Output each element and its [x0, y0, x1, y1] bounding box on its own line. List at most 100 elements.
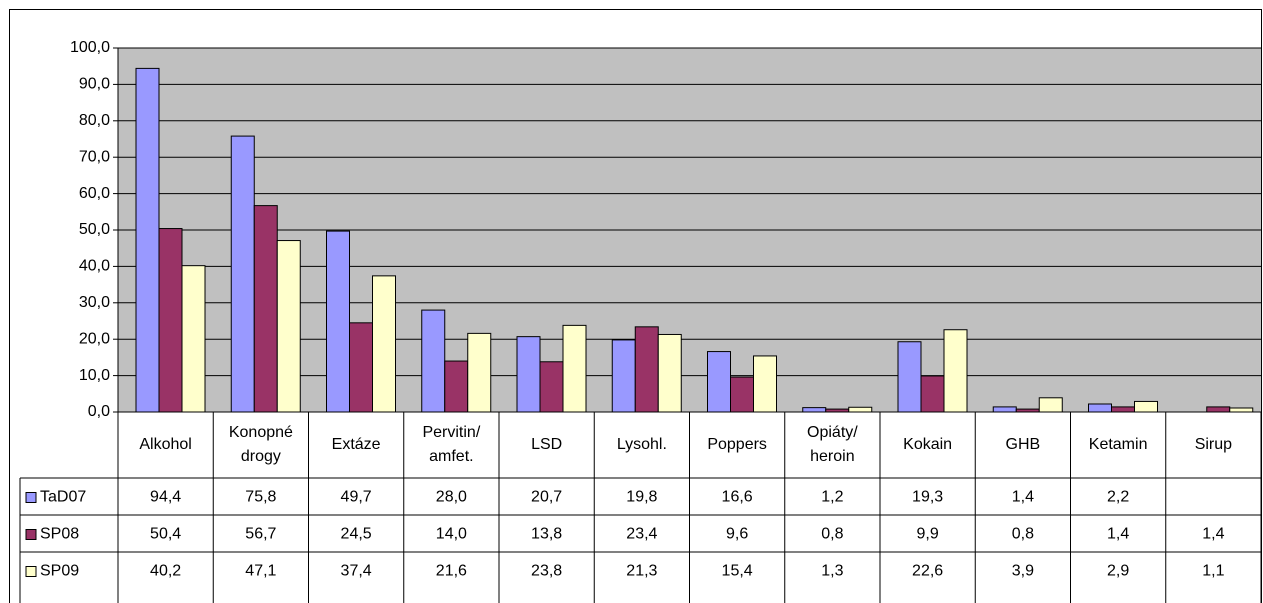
bar [158, 228, 183, 413]
table-value: 23,8 [531, 563, 562, 580]
table-value: 75,8 [245, 489, 276, 506]
category-label-box: Alkohol [118, 412, 213, 478]
category-label-box: Pervitin/ amfet. [404, 412, 499, 478]
table-value: 0,8 [821, 526, 843, 543]
category-label-box: Lysohl. [594, 412, 689, 478]
table-value: 13,8 [531, 526, 562, 543]
table-value: 20,7 [531, 489, 562, 506]
bar [611, 339, 636, 413]
y-tick-label: 50,0 [79, 221, 110, 238]
table-value: 9,6 [726, 526, 748, 543]
table-value: 49,7 [341, 489, 372, 506]
category-cell: Poppers [690, 412, 785, 478]
category-label: LSD [531, 436, 563, 453]
bar [326, 230, 350, 413]
table-value: 22,6 [912, 563, 943, 580]
category-cell: GHB [975, 412, 1070, 478]
bar [730, 376, 754, 413]
y-tick-label: 20,0 [79, 330, 110, 347]
category-cell: Extáze [309, 412, 404, 478]
table-value: 1,2 [821, 489, 843, 506]
category-label-box: Poppers [690, 412, 785, 478]
legend-label: SP09 [40, 563, 79, 580]
category-cell: Pervitin/ amfet. [404, 412, 499, 478]
category-label: Lysohl. [616, 436, 667, 453]
bar [181, 265, 206, 413]
bar [135, 67, 160, 413]
table-value: 16,6 [722, 489, 753, 506]
category-cell: Alkohol [118, 412, 213, 478]
bar [467, 332, 492, 413]
y-tick-label: 80,0 [79, 112, 110, 129]
category-label: GHB [1005, 436, 1041, 453]
y-tick-label: 60,0 [79, 185, 110, 202]
y-tick-label: 40,0 [79, 258, 110, 275]
bar [707, 351, 731, 413]
bar [421, 309, 446, 413]
category-label-box: Ketamin [1071, 412, 1166, 478]
legend-swatch [25, 529, 37, 540]
table-value: 23,4 [626, 526, 657, 543]
table-value: 37,4 [341, 563, 372, 580]
category-label-box: LSD [499, 412, 594, 478]
category-label-box: GHB [975, 412, 1070, 478]
table-value: 1,4 [1202, 526, 1224, 543]
bar [1088, 403, 1112, 413]
category-cell: Opiáty/ heroin [785, 412, 880, 478]
bar [276, 240, 301, 413]
legend-swatch [25, 492, 37, 503]
category-label: Pervitin/ amfet. [422, 424, 481, 465]
table-value: 21,3 [626, 563, 657, 580]
table-value: 14,0 [436, 526, 467, 543]
bar [253, 205, 278, 413]
category-cell: Konopné drogy [213, 412, 308, 478]
table-value: 9,9 [917, 526, 939, 543]
legend-label: SP08 [40, 526, 79, 543]
table-value: 21,6 [436, 563, 467, 580]
legend-label: TaD07 [40, 489, 86, 506]
category-label: Konopné drogy [228, 424, 293, 465]
table-value: 94,4 [150, 489, 181, 506]
bar [1038, 397, 1063, 413]
table-value: 47,1 [245, 563, 276, 580]
table-value: 1,1 [1202, 563, 1224, 580]
table-value: 0,8 [1012, 526, 1034, 543]
category-label: Alkohol [139, 436, 192, 453]
bar [516, 336, 541, 413]
bar [539, 361, 564, 413]
y-tick-label: 90,0 [79, 76, 110, 93]
category-label-box: Kokain [880, 412, 975, 478]
table-value: 50,4 [150, 526, 181, 543]
y-tick-label: 0,0 [88, 403, 110, 420]
category-label: Opiáty/ heroin [807, 424, 858, 465]
table-value: 24,5 [341, 526, 372, 543]
y-tick-label: 70,0 [79, 148, 110, 165]
table-value: 19,3 [912, 489, 943, 506]
category-cell: Sirup [1194, 436, 1233, 453]
bar [230, 135, 255, 413]
category-cell: Lysohl. [594, 412, 689, 478]
table-value: 19,8 [626, 489, 657, 506]
table-value: 56,7 [245, 526, 276, 543]
table-value: 1,4 [1107, 526, 1129, 543]
table-value: 3,9 [1012, 563, 1034, 580]
category-label: Extáze [331, 436, 381, 453]
y-tick-label: 100,0 [70, 39, 110, 56]
category-label-box: Extáze [309, 412, 404, 478]
table-value: 2,2 [1107, 489, 1129, 506]
table-value: 40,2 [150, 563, 181, 580]
category-label-box: Konopné drogy [213, 412, 308, 478]
category-label-box: Opiáty/ heroin [785, 412, 880, 478]
category-label: Ketamin [1088, 436, 1148, 453]
category-cell: Kokain [880, 412, 975, 478]
category-cell: Ketamin [1071, 412, 1166, 478]
category-label: Sirup [1194, 436, 1233, 453]
table-value: 15,4 [722, 563, 753, 580]
legend-swatch [25, 566, 37, 577]
bar [943, 329, 968, 413]
table-value: 1,4 [1012, 489, 1034, 506]
bar [634, 326, 659, 413]
category-cell: LSD [499, 412, 594, 478]
category-label: Kokain [903, 436, 953, 453]
